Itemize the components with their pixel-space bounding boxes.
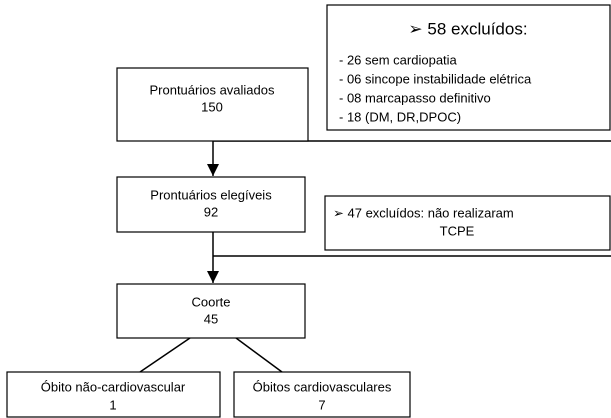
node-label: Prontuários elegíveis (150, 187, 272, 202)
exclusion-item: - 06 sincope instabilidade elétrica (339, 71, 532, 86)
node-label: Prontuários avaliados (149, 82, 275, 97)
node-value: 7 (318, 397, 325, 412)
node-label: Óbito não-cardiovascular (41, 379, 186, 394)
node-box (116, 283, 306, 339)
node-value: 1 (109, 397, 116, 412)
exclusion-box (324, 195, 611, 251)
node-label: Coorte (191, 294, 230, 309)
node-box (116, 67, 309, 142)
node-box (233, 371, 411, 418)
node-value: 45 (204, 311, 218, 326)
exclusion-text: TCPE (440, 223, 475, 238)
node-label: Óbitos cardiovasculares (253, 379, 392, 394)
exclusion-item: - 08 marcapasso definitivo (339, 90, 491, 105)
node-box (116, 176, 306, 233)
branch-line (235, 337, 283, 373)
exclusion-box (326, 4, 611, 131)
exclusion-item: - 18 (DM, DR,DPOC) (339, 109, 461, 124)
exclusion-text: ➢ 47 excluídos: não realizaram (333, 205, 514, 220)
node-value: 150 (201, 99, 223, 114)
branch-line (139, 337, 191, 373)
exclusion-item: - 26 sem cardiopatia (339, 52, 458, 67)
node-value: 92 (204, 204, 218, 219)
node-box (6, 371, 221, 418)
exclusion-title: ➢ 58 excluídos: (408, 19, 527, 38)
